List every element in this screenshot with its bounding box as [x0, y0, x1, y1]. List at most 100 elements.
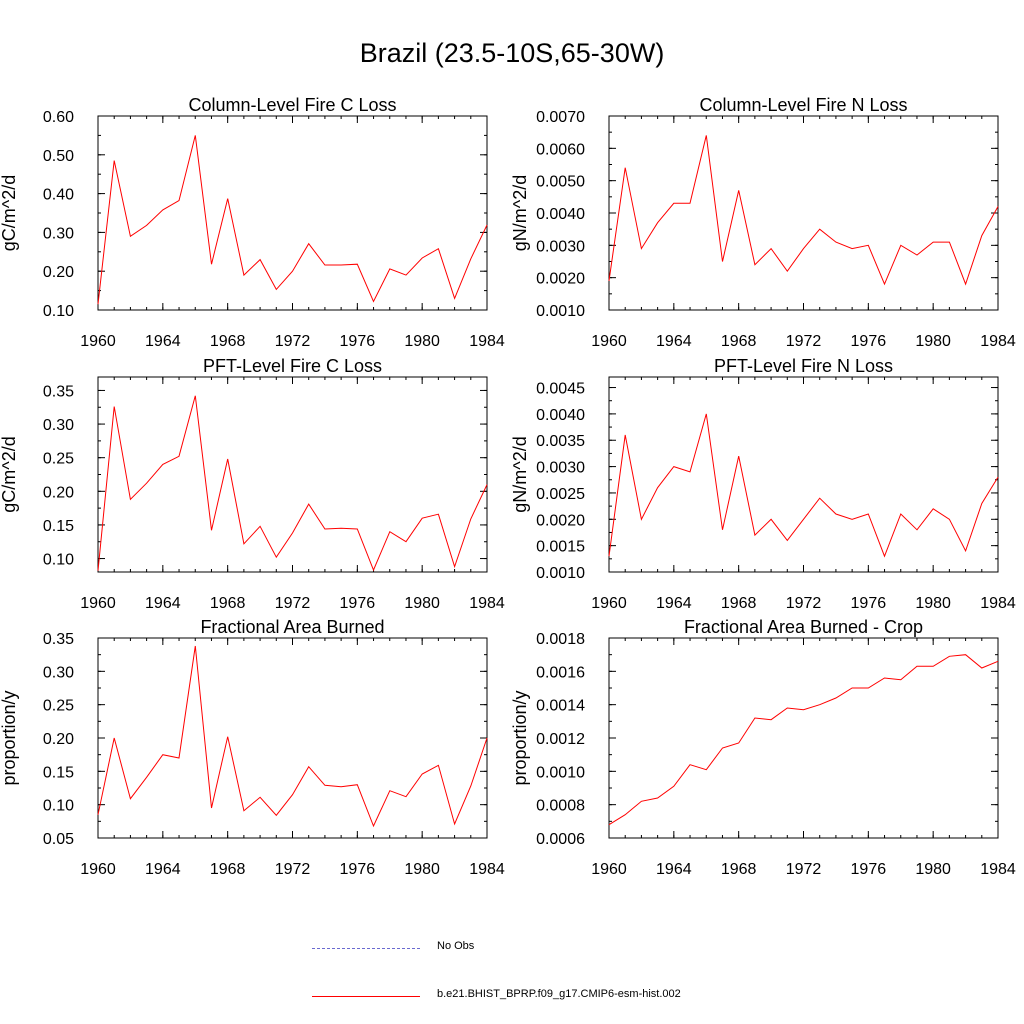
x-tick-label: 1960: [591, 595, 627, 612]
x-tick-label: 1960: [80, 595, 116, 612]
chart-title: PFT-Level Fire N Loss: [714, 356, 893, 376]
y-tick-label: 0.10: [43, 798, 74, 815]
x-tick-label: 1964: [145, 861, 181, 878]
legend-obs-swatch: [312, 948, 420, 949]
y-tick-label: 0.60: [43, 109, 74, 126]
legend-model-swatch: [312, 996, 420, 997]
y-tick-label: 0.30: [43, 225, 74, 242]
x-tick-label: 1972: [786, 595, 822, 612]
x-tick-label: 1972: [275, 861, 311, 878]
x-tick-label: 1980: [404, 333, 440, 350]
y-tick-label: 0.0035: [536, 433, 585, 450]
x-tick-label: 1960: [591, 861, 627, 878]
plot-frame: [608, 115, 999, 311]
y-axis-label: gN/m^2/d: [510, 436, 530, 512]
y-tick-label: 0.0014: [536, 698, 585, 715]
x-tick-label: 1964: [656, 861, 692, 878]
series-line: [97, 395, 488, 572]
y-tick-label: 0.50: [43, 148, 74, 165]
x-tick-label: 1968: [721, 861, 757, 878]
x-tick-label: 1984: [469, 595, 505, 612]
chart-title: Column-Level Fire N Loss: [699, 95, 907, 115]
x-tick-label: 1984: [980, 595, 1016, 612]
x-tick-label: 1980: [915, 861, 951, 878]
x-tick-label: 1976: [851, 595, 887, 612]
y-tick-label: 0.10: [43, 303, 74, 320]
series-line: [97, 135, 488, 305]
x-tick-label: 1964: [145, 595, 181, 612]
y-tick-label: 0.0010: [536, 565, 585, 582]
x-tick-label: 1980: [915, 333, 951, 350]
x-tick-label: 1964: [145, 333, 181, 350]
y-tick-label: 0.05: [43, 831, 74, 848]
x-tick-label: 1980: [404, 595, 440, 612]
y-tick-label: 0.0025: [536, 486, 585, 503]
y-tick-label: 0.0060: [536, 141, 585, 158]
y-tick-label: 0.20: [43, 484, 74, 501]
x-tick-label: 1980: [915, 595, 951, 612]
legend-obs-label: No Obs: [437, 940, 475, 952]
plot-frame: [608, 637, 999, 839]
y-tick-label: 0.0018: [536, 631, 585, 648]
x-tick-label: 1968: [210, 595, 246, 612]
y-axis-label: gN/m^2/d: [510, 175, 530, 251]
chart-panel-3: 1960 1964 1968 1972 1976 1980 1984 0.10 0.15 0.20…: [0, 356, 505, 612]
chart-title: Fractional Area Burned - Crop: [684, 617, 923, 637]
x-tick-label: 1984: [980, 861, 1016, 878]
y-tick-label: 0.20: [43, 731, 74, 748]
y-tick-label: 0.25: [43, 451, 74, 468]
y-tick-label: 0.35: [43, 631, 74, 648]
y-tick-label: 0.40: [43, 187, 74, 204]
x-tick-label: 1976: [851, 861, 887, 878]
x-tick-label: 1960: [591, 333, 627, 350]
y-tick-label: 0.0020: [536, 271, 585, 288]
series-line: [608, 654, 999, 826]
y-tick-label: 0.0015: [536, 539, 585, 556]
y-tick-label: 0.0030: [536, 460, 585, 477]
chart-panel-5: 1960 1964 1968 1972 1976 1980 1984 0.05 0.10 0.15…: [0, 617, 505, 878]
y-tick-label: 0.0050: [536, 174, 585, 191]
x-tick-label: 1976: [340, 861, 376, 878]
y-tick-label: 0.15: [43, 518, 74, 535]
chart-panel-6: 1960 1964 1968 1972 1976 1980 1984 0.0006 0.0008…: [510, 617, 1016, 878]
x-tick-label: 1980: [404, 861, 440, 878]
x-tick-label: 1968: [721, 333, 757, 350]
y-tick-label: 0.0010: [536, 764, 585, 781]
y-axis-label: proportion/y: [510, 690, 530, 785]
y-tick-label: 0.0040: [536, 407, 585, 424]
chart-title: Fractional Area Burned: [200, 617, 384, 637]
chart-panel-1: 1960 1964 1968 1972 1976 1980 1984 0.10 0.20 0.30…: [0, 95, 505, 350]
chart-panel-4: 1960 1964 1968 1972 1976 1980 1984 0.0010 0.0015…: [510, 356, 1016, 612]
y-tick-label: 0.0030: [536, 238, 585, 255]
x-tick-label: 1968: [210, 861, 246, 878]
chart-title: PFT-Level Fire C Loss: [203, 356, 382, 376]
y-tick-label: 0.30: [43, 664, 74, 681]
y-tick-label: 0.15: [43, 764, 74, 781]
y-tick-label: 0.0016: [536, 664, 585, 681]
x-tick-label: 1972: [275, 595, 311, 612]
x-tick-label: 1968: [210, 333, 246, 350]
x-tick-label: 1968: [721, 595, 757, 612]
x-tick-label: 1984: [469, 861, 505, 878]
legend-model-label: b.e21.BHIST_BPRP.f09_g17.CMIP6-esm-hist.…: [437, 988, 681, 1000]
x-tick-label: 1972: [786, 333, 822, 350]
x-tick-label: 1976: [340, 333, 376, 350]
x-tick-label: 1964: [656, 595, 692, 612]
plot-frame: [97, 376, 488, 573]
series-line: [608, 413, 999, 558]
x-tick-label: 1976: [340, 595, 376, 612]
plot-frame: [97, 115, 488, 311]
y-tick-label: 0.0010: [536, 303, 585, 320]
series-line: [608, 135, 999, 286]
y-tick-label: 0.20: [43, 264, 74, 281]
plot-frame: [97, 637, 488, 839]
y-tick-label: 0.0020: [536, 512, 585, 529]
chart-panel-2: 1960 1964 1968 1972 1976 1980 1984 0.0010 0.0020…: [510, 95, 1016, 350]
y-tick-label: 0.0040: [536, 206, 585, 223]
x-tick-label: 1984: [469, 333, 505, 350]
y-axis-label: proportion/y: [0, 690, 19, 785]
y-tick-label: 0.0045: [536, 381, 585, 398]
y-tick-label: 0.30: [43, 417, 74, 434]
y-tick-label: 0.10: [43, 552, 74, 569]
